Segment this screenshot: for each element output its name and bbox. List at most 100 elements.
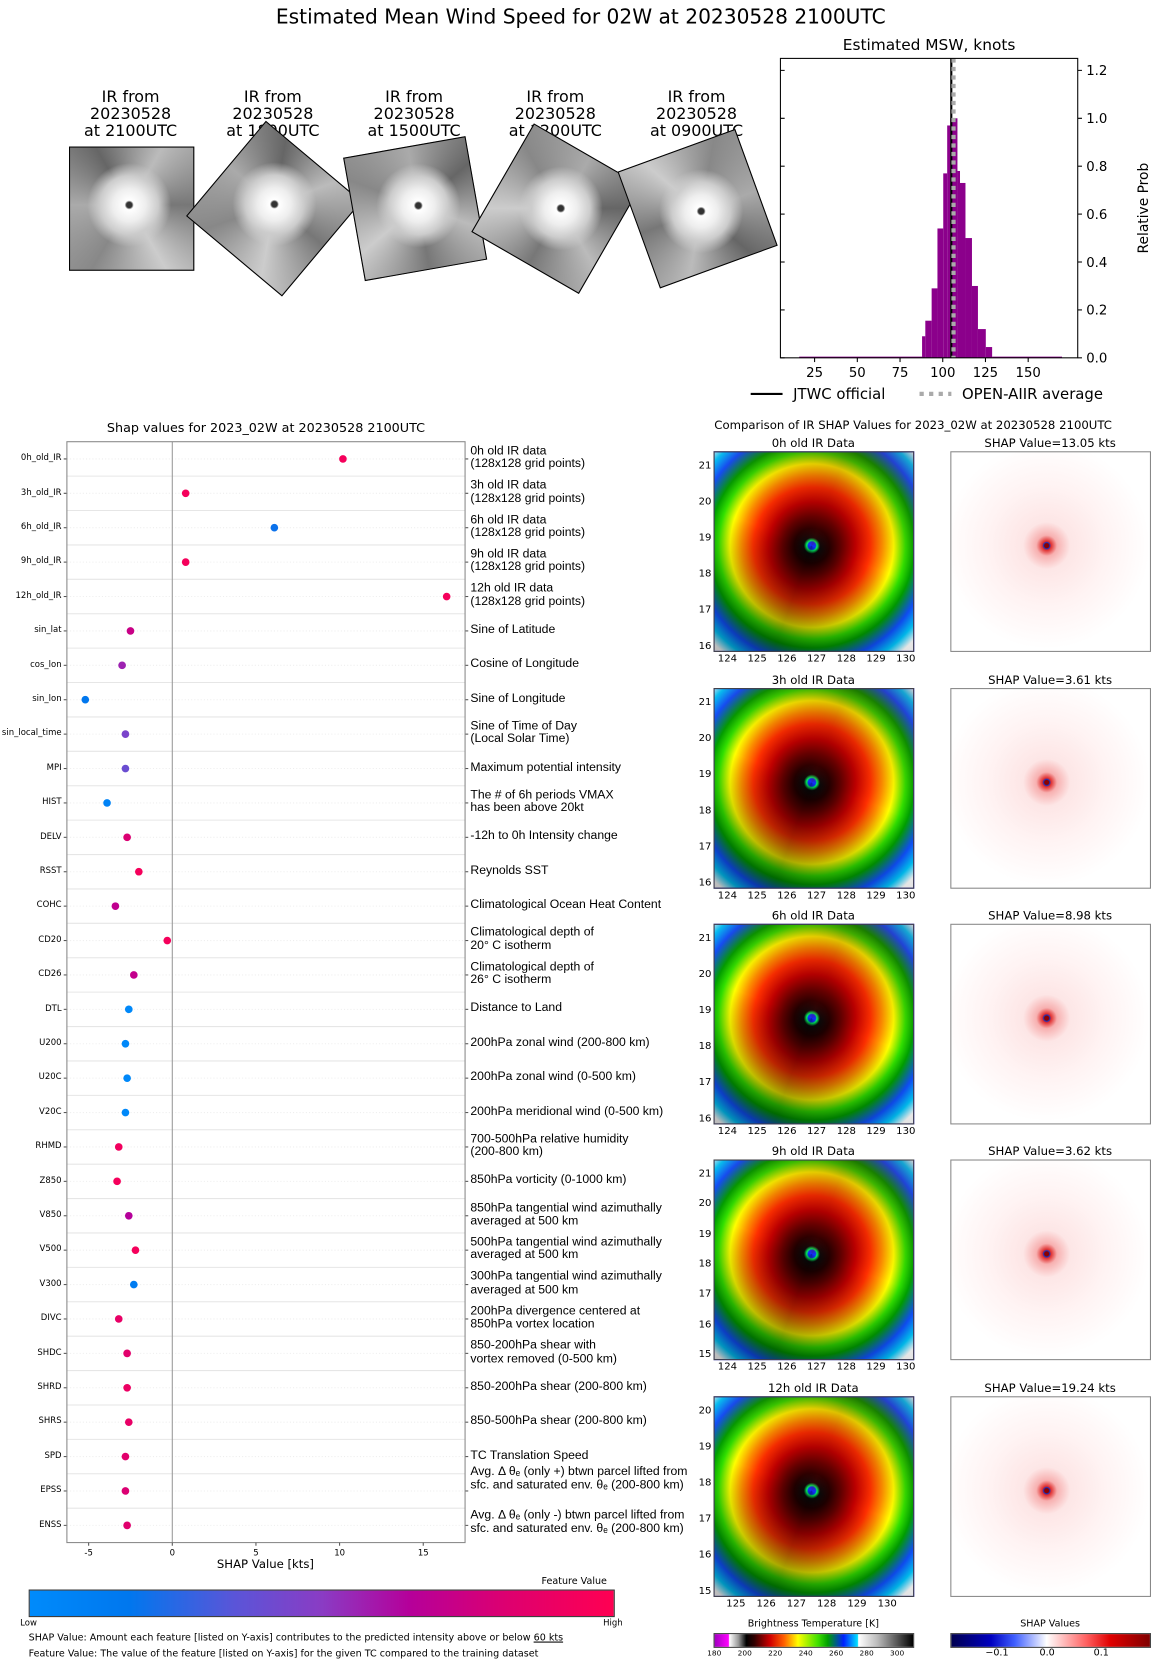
feature-description: Maximum potential intensity bbox=[470, 761, 621, 774]
feature-description: -12h to 0h Intensity change bbox=[470, 830, 617, 843]
feature-description: 200hPa zonal wind (200-800 km) bbox=[470, 1036, 649, 1049]
lat-tick-label: 19 bbox=[698, 1228, 712, 1240]
feature-name: U200 bbox=[39, 1037, 62, 1047]
feature-description: Climatological depth of 26° C isotherm bbox=[470, 961, 594, 988]
thumbnail-title: IR from 20230528 at 1200UTC bbox=[487, 88, 623, 139]
shap-point-CD26 bbox=[129, 971, 138, 979]
feature-name: DIVC bbox=[40, 1312, 62, 1323]
x-tick-label: 10 bbox=[334, 1548, 345, 1558]
lon-tick-label: 126 bbox=[777, 889, 797, 902]
feature-description: 850-500hPa shear (200-800 km) bbox=[470, 1414, 646, 1427]
lat-tick-label: 20 bbox=[698, 968, 712, 981]
lat-tick-label: 18 bbox=[698, 1476, 712, 1489]
feature-description-line: Climatological Ocean Heat Content bbox=[470, 898, 662, 912]
shap-point-9h_old_IR bbox=[181, 558, 190, 566]
lon-tick-label: 130 bbox=[877, 1598, 897, 1610]
feature-description-line: (128x128 grid points) bbox=[470, 526, 586, 540]
histogram-bar bbox=[965, 238, 972, 358]
shap-point-U200 bbox=[121, 1039, 130, 1048]
comparison-title: Comparison of IR SHAP Values for 2023_02… bbox=[714, 418, 1112, 433]
shap-point-RSST bbox=[135, 867, 143, 876]
histogram-bar bbox=[799, 356, 923, 358]
feature-description-line: Avg. Δ θₑ (only +) btwn parcel lifted fr… bbox=[470, 1465, 688, 1479]
histogram-bar bbox=[925, 320, 932, 358]
feature-description: 850-200hPa shear (200-800 km) bbox=[470, 1380, 646, 1393]
shap-point-DELV bbox=[123, 833, 131, 842]
x-tick-label: 5 bbox=[253, 1548, 258, 1558]
histogram-bar bbox=[943, 173, 948, 358]
shap-point-V850 bbox=[124, 1211, 133, 1220]
y-tick-label: 0.6 bbox=[1086, 208, 1107, 223]
feature-description-line: sfc. and saturated env. θₑ (200-800 km) bbox=[470, 1479, 684, 1493]
shap-value-note-link[interactable]: 60 kts bbox=[533, 1633, 564, 1644]
histogram-bar bbox=[977, 329, 986, 358]
y-tick-label: 1.0 bbox=[1086, 112, 1107, 127]
lon-tick-label: 129 bbox=[866, 653, 886, 665]
shap-point-SHDC bbox=[123, 1349, 131, 1358]
shap-map-panel bbox=[950, 923, 1151, 1125]
lon-tick-label: 127 bbox=[806, 1125, 827, 1138]
feature-description: 850-200hPa shear with vortex removed (0-5… bbox=[470, 1339, 617, 1366]
shap-panel-title: SHAP Value=3.62 kts bbox=[988, 1144, 1113, 1159]
histogram-bar bbox=[947, 125, 951, 358]
histogram-bar bbox=[985, 347, 993, 358]
lon-tick-label: 128 bbox=[817, 1598, 837, 1610]
lat-tick-label: 16 bbox=[698, 1549, 712, 1561]
feature-description: 700-500hPa relative humidity (200-800 km) bbox=[470, 1133, 628, 1160]
lon-tick-label: 125 bbox=[747, 1125, 767, 1138]
feature-name: 0h_old_IR bbox=[20, 452, 62, 463]
x-tick-label: 50 bbox=[849, 366, 866, 381]
shap-point-DIVC bbox=[114, 1315, 123, 1323]
feature-name: CD26 bbox=[38, 968, 62, 979]
feature-value-note: Feature Value: The value of the feature … bbox=[28, 1648, 539, 1660]
ir-panel-title: 6h old IR Data bbox=[771, 908, 855, 923]
ir-image-panel bbox=[713, 1396, 915, 1597]
shap-point-6h_old_IR bbox=[270, 523, 279, 532]
thumbnail-title-line: at 2100UTC bbox=[83, 121, 178, 141]
ir-image-panel bbox=[713, 1159, 915, 1361]
shap-point-RHMD bbox=[114, 1143, 123, 1151]
feature-description-line: Avg. Δ θₑ (only -) btwn parcel lifted fr… bbox=[470, 1509, 685, 1522]
thumbnail-title-line: 20230528 bbox=[90, 104, 172, 124]
feature-description-line: The # of 6h periods VMAX bbox=[470, 788, 614, 802]
shap-point-EPSS bbox=[121, 1487, 130, 1495]
x-axis-label: SHAP Value [kts] bbox=[217, 1557, 314, 1571]
shap-point-sin_lat bbox=[126, 627, 135, 635]
feature-description: 12h old IR data (128x128 grid points) bbox=[470, 582, 585, 609]
lon-tick-label: 130 bbox=[896, 1361, 916, 1373]
shap-panel-title: SHAP Value=8.98 kts bbox=[988, 908, 1113, 923]
shap-point-Z850 bbox=[113, 1177, 121, 1186]
legend-jtwc-label: JTWC official bbox=[792, 385, 885, 403]
feature-name: V500 bbox=[39, 1243, 62, 1254]
lon-tick-label: 130 bbox=[896, 653, 916, 665]
feature-description-line: Distance to Land bbox=[470, 1001, 563, 1015]
feature-name: ENSS bbox=[39, 1519, 62, 1529]
lon-tick-label: 126 bbox=[777, 1361, 797, 1373]
shap-axes bbox=[66, 441, 466, 1544]
feature-description: Distance to Land bbox=[470, 1002, 562, 1015]
lon-tick-label: 126 bbox=[777, 653, 797, 665]
histogram-bar bbox=[957, 170, 961, 358]
ir-panel-title: 9h old IR Data bbox=[771, 1144, 855, 1159]
feature-description-line: 26° C isotherm bbox=[470, 973, 552, 987]
thumbnail-title-line: IR from bbox=[101, 87, 160, 107]
feature-name: DELV bbox=[40, 830, 62, 841]
shap-cbar-tick-label: −0.1 bbox=[985, 1647, 1009, 1659]
ir-image-panel bbox=[713, 688, 915, 889]
y-tick-label: 1.2 bbox=[1086, 64, 1107, 79]
lat-tick-label: 17 bbox=[698, 1076, 712, 1089]
feature-description-line: (128x128 grid points) bbox=[470, 492, 586, 505]
shap-point-CD20 bbox=[163, 936, 172, 945]
lon-tick-label: 128 bbox=[836, 1361, 856, 1373]
y-tick-label: 0.0 bbox=[1086, 352, 1107, 367]
feature-description-line: 200hPa zonal wind (200-800 km) bbox=[470, 1036, 650, 1049]
feature-name: SPD bbox=[44, 1450, 62, 1460]
feature-name: SHRD bbox=[37, 1381, 62, 1391]
shap-point-sin_lon bbox=[81, 695, 90, 704]
feature-description-line: sfc. and saturated env. θₑ (200-800 km) bbox=[470, 1523, 684, 1536]
lon-tick-label: 129 bbox=[847, 1598, 867, 1610]
shap-panel-title: SHAP Value=3.61 kts bbox=[988, 673, 1113, 687]
feature-description-line: Cosine of Longitude bbox=[470, 657, 580, 671]
shap-cbar-tick-label: 0.1 bbox=[1093, 1647, 1109, 1659]
feature-description-line: Reynolds SST bbox=[470, 864, 549, 877]
